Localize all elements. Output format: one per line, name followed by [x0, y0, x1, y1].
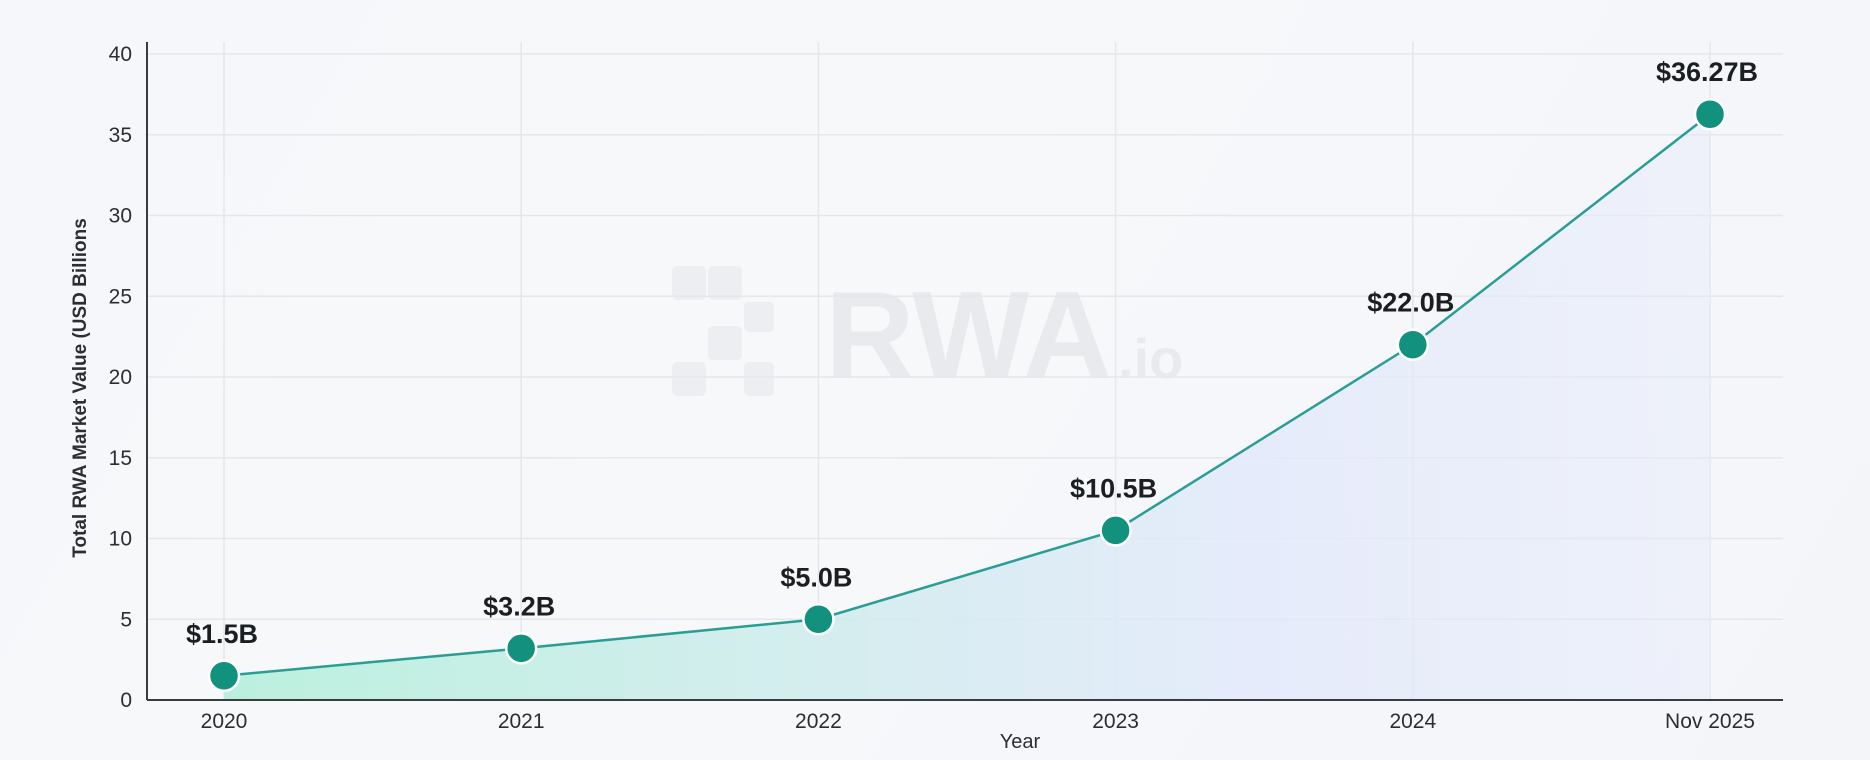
- data-label: $36.27B: [1656, 57, 1758, 87]
- x-tick-label: 2020: [201, 710, 248, 733]
- data-label: $22.0B: [1367, 288, 1454, 318]
- y-tick-label: 5: [120, 608, 132, 631]
- y-tick-label: 30: [109, 205, 132, 228]
- data-point-marker: [802, 603, 835, 636]
- data-label: $5.0B: [780, 562, 852, 592]
- x-axis-title: Year: [1000, 731, 1041, 753]
- data-label: $10.5B: [1070, 473, 1157, 503]
- watermark-text: RWA: [825, 267, 1112, 405]
- data-point-marker: [504, 632, 538, 665]
- x-tick-label: Nov 2025: [1665, 710, 1755, 733]
- area-fill: [224, 114, 1710, 700]
- x-tick-label: 2024: [1389, 710, 1436, 733]
- x-tick-label: 2023: [1092, 710, 1139, 733]
- data-labels: $1.5B $3.2B $5.0B $10.5B $22.0B $36.27B: [186, 57, 1758, 649]
- watermark: RWA .io: [672, 266, 1183, 405]
- y-tick-label: 25: [109, 285, 132, 308]
- y-tick-label: 0: [120, 689, 132, 712]
- data-point-marker: [1099, 514, 1132, 547]
- x-tick-label: 2021: [498, 710, 545, 733]
- x-axis-ticks: 2020 2021 2022 2023 2024 Nov 2025: [201, 710, 1755, 733]
- y-tick-label: 15: [109, 447, 132, 470]
- watermark-logo-icon: [672, 266, 774, 396]
- y-tick-label: 20: [109, 366, 132, 389]
- data-label: $1.5B: [186, 619, 258, 649]
- data-label: $3.2B: [483, 591, 555, 621]
- x-tick-label: 2022: [795, 710, 842, 733]
- data-point-marker: [207, 659, 241, 693]
- axes: [146, 42, 1783, 701]
- y-axis-title: Total RWA Market Value (USD Billions: [70, 218, 91, 558]
- data-point-marker: [1693, 97, 1727, 131]
- watermark-suffix: .io: [1118, 327, 1183, 390]
- data-markers: [207, 97, 1727, 693]
- y-tick-label: 40: [109, 43, 132, 66]
- y-axis-ticks: 0 5 10 15 20 25 30 35 40: [109, 43, 132, 712]
- y-tick-label: 10: [109, 528, 132, 551]
- data-point-marker: [1396, 328, 1430, 361]
- y-tick-label: 35: [109, 124, 132, 147]
- series-line: [223, 113, 1711, 678]
